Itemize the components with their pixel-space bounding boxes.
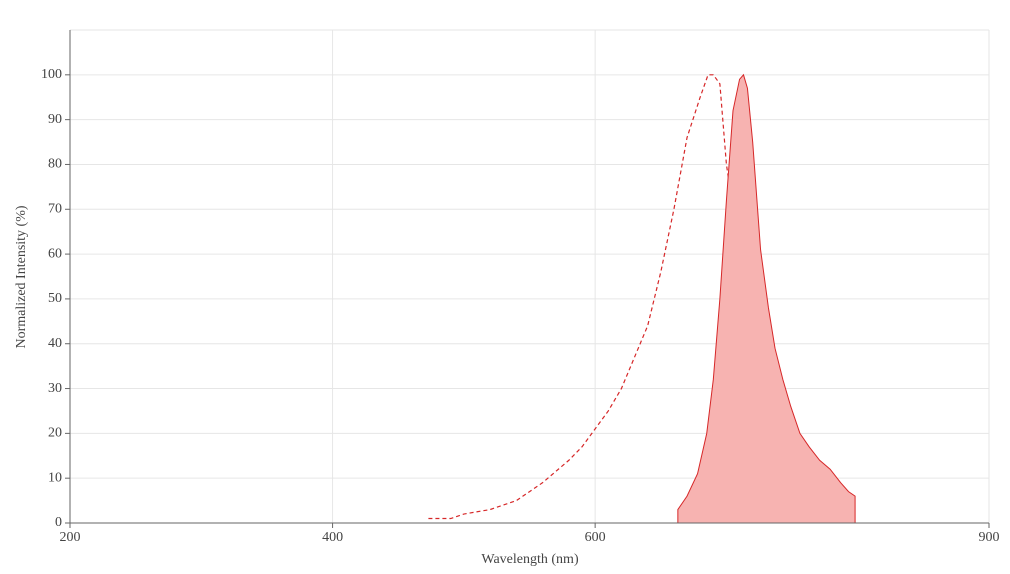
y-tick-label: 0	[55, 515, 62, 530]
y-tick-label: 90	[48, 112, 62, 127]
y-tick-label: 70	[48, 201, 62, 216]
x-tick-label: 200	[60, 530, 81, 545]
x-axis-label: Wavelength (nm)	[481, 552, 579, 567]
y-tick-label: 30	[48, 381, 62, 396]
y-tick-label: 100	[41, 67, 62, 82]
area	[677, 73, 856, 524]
y-tick-label: 50	[48, 291, 62, 306]
x-tick-label: 600	[585, 530, 606, 545]
y-tick-label: 20	[48, 426, 62, 441]
y-tick-label: 40	[48, 336, 62, 351]
y-axis-label: Normalized Intensity (%)	[14, 205, 29, 348]
x-tick-label: 400	[322, 530, 343, 545]
y-tick-label: 60	[48, 246, 62, 261]
y-tick-label: 80	[48, 157, 62, 172]
y-tick-label: 10	[48, 470, 62, 485]
x-tick-label: 900	[979, 530, 1000, 545]
line	[428, 74, 816, 520]
